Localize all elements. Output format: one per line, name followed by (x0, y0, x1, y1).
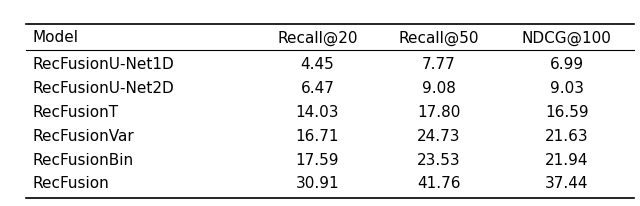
Text: 21.63: 21.63 (545, 128, 589, 143)
Text: NDCG@100: NDCG@100 (522, 30, 612, 45)
Text: 7.77: 7.77 (422, 57, 456, 72)
Text: 9.08: 9.08 (422, 81, 456, 96)
Text: RecFusion: RecFusion (32, 176, 109, 191)
Text: RecFusionU-Net2D: RecFusionU-Net2D (32, 81, 173, 96)
Text: 23.53: 23.53 (417, 152, 461, 167)
Text: RecFusionVar: RecFusionVar (32, 128, 134, 143)
Text: Recall@20: Recall@20 (277, 30, 358, 45)
Text: 6.99: 6.99 (550, 57, 584, 72)
Text: 9.03: 9.03 (550, 81, 584, 96)
Text: RecFusionT: RecFusionT (32, 104, 118, 119)
Text: 30.91: 30.91 (296, 176, 339, 191)
Text: 16.59: 16.59 (545, 104, 589, 119)
Text: Model: Model (32, 30, 78, 45)
Text: Recall@50: Recall@50 (399, 30, 479, 45)
Text: 41.76: 41.76 (417, 176, 461, 191)
Text: 14.03: 14.03 (296, 104, 339, 119)
Text: 16.71: 16.71 (296, 128, 339, 143)
Text: 24.73: 24.73 (417, 128, 461, 143)
Text: RecFusionU-Net1D: RecFusionU-Net1D (32, 57, 173, 72)
Text: 4.45: 4.45 (301, 57, 334, 72)
Text: 17.59: 17.59 (296, 152, 339, 167)
Text: 21.94: 21.94 (545, 152, 588, 167)
Text: 6.47: 6.47 (301, 81, 334, 96)
Text: 17.80: 17.80 (417, 104, 461, 119)
Text: RecFusionBin: RecFusionBin (32, 152, 133, 167)
Text: 37.44: 37.44 (545, 176, 588, 191)
